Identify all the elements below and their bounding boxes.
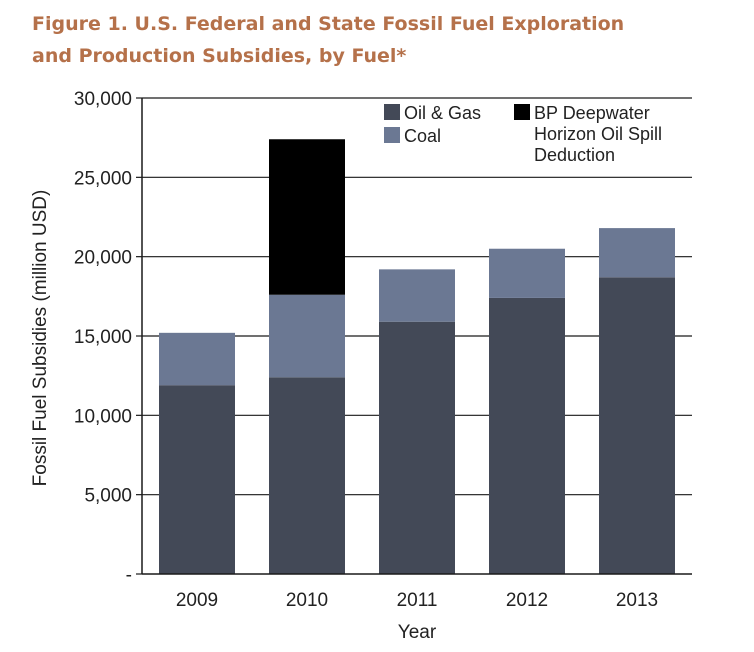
- figure-title-line2: and Production Subsidies, by Fuel*: [32, 45, 407, 67]
- legend: Oil & Gas Coal BP Deepwater Horizon Oil Spi…: [380, 100, 690, 168]
- x-tick-labels: 2009 2010 2011 2012 2013: [176, 590, 658, 611]
- y-axis-label: Fossil Fuel Subsidies (million USD): [30, 190, 51, 487]
- bar-2013-series-0: [599, 277, 675, 574]
- legend-label-0: Oil & Gas: [404, 103, 481, 123]
- bar-2009-series-0: [159, 385, 235, 574]
- legend-background: [380, 100, 690, 168]
- figure-title-line1: Figure 1. U.S. Federal and State Fossil …: [32, 13, 625, 35]
- bar-2011-series-0: [379, 321, 455, 574]
- bars: [159, 139, 675, 574]
- bar-2010-series-1: [269, 294, 345, 378]
- y-tick-labels: - 5,000 10,000 15,000 20,000 25,000 30,000: [74, 89, 132, 586]
- y-tick-label: 20,000: [74, 248, 132, 269]
- bar-2010-series-0: [269, 377, 345, 574]
- legend-swatch-2: [514, 104, 530, 120]
- y-tick-label: 5,000: [84, 486, 132, 507]
- bar-2012-series-0: [489, 297, 565, 574]
- x-tick-label: 2012: [506, 590, 548, 611]
- bar-2009-series-1: [159, 332, 235, 386]
- legend-label-2: BP Deepwater Horizon Oil Spill Deduction: [534, 103, 662, 165]
- axes: [136, 97, 692, 575]
- y-tick-label: -: [126, 565, 132, 586]
- x-tick-label: 2009: [176, 590, 218, 611]
- legend-swatch-0: [384, 104, 400, 120]
- x-tick-label: 2010: [286, 590, 328, 611]
- y-tick-label: 15,000: [74, 327, 132, 348]
- y-tick-label: 25,000: [74, 168, 132, 189]
- bar-2012-series-1: [489, 248, 565, 298]
- legend-swatch-1: [384, 127, 400, 143]
- bar-2010-series-2: [269, 139, 345, 295]
- legend-label-1: Coal: [404, 126, 441, 146]
- bar-2013-series-1: [599, 228, 675, 278]
- y-tick-label: 30,000: [74, 89, 132, 110]
- y-tick-label: 10,000: [74, 406, 132, 427]
- x-tick-label: 2011: [397, 590, 438, 611]
- figure-title: Figure 1. U.S. Federal and State Fossil …: [32, 8, 732, 72]
- x-axis-label: Year: [398, 622, 437, 643]
- bar-2011-series-1: [379, 269, 455, 322]
- x-tick-label: 2013: [616, 590, 658, 611]
